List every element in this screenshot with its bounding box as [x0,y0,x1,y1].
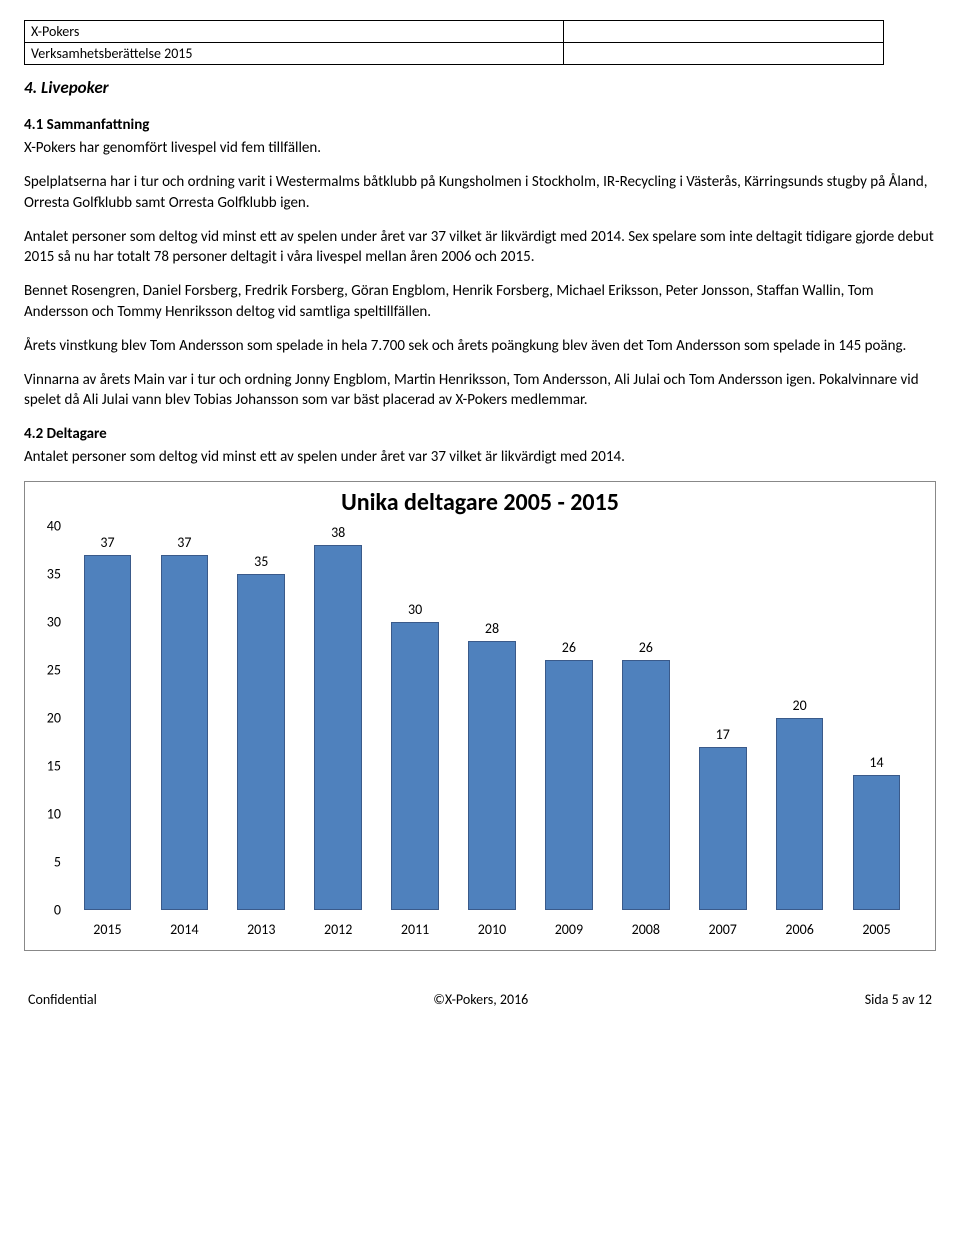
subsection-4-2-title: 4.2 Deltagare [24,425,936,443]
x-axis-category-label: 2005 [862,921,890,938]
chart-bar-value-label: 38 [331,524,345,541]
y-axis-tick-label: 5 [33,853,61,870]
x-axis-category-label: 2010 [478,921,506,938]
header-cell-doc-title: Verksamhetsberättelse 2015 [25,43,564,65]
y-axis-tick-label: 25 [33,661,61,678]
chart-bar-value-label: 14 [869,754,883,771]
paragraph-7: Antalet personer som deltog vid minst et… [24,447,936,467]
chart-bar [237,574,285,910]
chart-bar [161,555,209,910]
chart-bar [776,718,824,910]
header-cell-right1 [564,21,884,43]
paragraph-6: Vinnarna av årets Main var i tur och ord… [24,370,936,411]
chart-bar-value-label: 26 [639,639,653,656]
chart-plot-area: 0510152025303540372015372014352013382012… [69,526,915,910]
x-axis-category-label: 2006 [785,921,813,938]
section-4-title: 4. Livepoker [24,77,936,98]
y-axis-tick-label: 15 [33,757,61,774]
x-axis-category-label: 2015 [93,921,121,938]
chart-bar [468,641,516,910]
footer-right: Sida 5 av 12 [865,991,932,1008]
y-axis-tick-label: 40 [33,517,61,534]
x-axis-category-label: 2012 [324,921,352,938]
paragraph-2: Spelplatserna har i tur och ordning vari… [24,172,936,213]
y-axis-tick-label: 10 [33,805,61,822]
chart-bar [853,775,901,909]
y-axis-tick-label: 35 [33,565,61,582]
paragraph-3: Antalet personer som deltog vid minst et… [24,227,936,268]
chart-bar [622,660,670,910]
page-footer: Confidential ©X-Pokers, 2016 Sida 5 av 1… [24,991,936,1008]
chart-unika-deltagare: Unika deltagare 2005 - 2015 0 5 10 15 20 25 30… [24,481,936,951]
chart-bar [314,545,362,910]
chart-bar-value-label: 35 [254,553,268,570]
header-cell-org: X-Pokers [25,21,564,43]
document-header-table: X-Pokers Verksamhetsberättelse 2015 [24,20,884,65]
y-axis-tick-label: 20 [33,709,61,726]
x-axis-category-label: 2008 [632,921,660,938]
chart-bar [545,660,593,910]
x-axis-category-label: 2014 [170,921,198,938]
y-axis-tick-label: 0 [33,901,61,918]
chart-bar-value-label: 37 [100,534,114,551]
paragraph-4: Bennet Rosengren, Daniel Forsberg, Fredr… [24,281,936,322]
chart-bar-value-label: 28 [485,620,499,637]
subsection-4-1-title: 4.1 Sammanfattning [24,116,936,134]
chart-bar-value-label: 17 [716,726,730,743]
x-axis-category-label: 2009 [555,921,583,938]
paragraph-1: X-Pokers har genomfört livespel vid fem … [24,138,936,158]
chart-bar-value-label: 26 [562,639,576,656]
chart-bar [391,622,439,910]
y-axis-tick-label: 30 [33,613,61,630]
chart-bar-value-label: 20 [793,697,807,714]
footer-left: Confidential [28,991,97,1008]
chart-bar [84,555,132,910]
chart-bar [699,747,747,910]
x-axis-category-label: 2013 [247,921,275,938]
x-axis-category-label: 2007 [709,921,737,938]
chart-bar-value-label: 37 [177,534,191,551]
x-axis-category-label: 2011 [401,921,429,938]
header-cell-right2 [564,43,884,65]
chart-title: Unika deltagare 2005 - 2015 [25,488,935,517]
chart-bar-value-label: 30 [408,601,422,618]
footer-center: ©X-Pokers, 2016 [433,991,528,1008]
paragraph-5: Årets vinstkung blev Tom Andersson som s… [24,336,936,356]
